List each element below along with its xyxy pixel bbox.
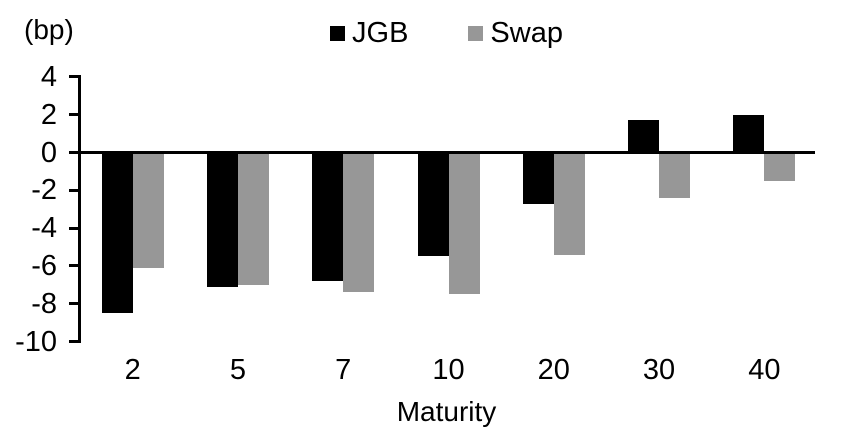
bar-jgb-7 xyxy=(312,152,344,282)
y-tick-label: -2 xyxy=(31,174,57,207)
y-tick-label: 2 xyxy=(40,98,57,131)
y-tick-mark xyxy=(69,188,78,192)
x-tick-label-30: 30 xyxy=(642,354,676,386)
bar-jgb-20 xyxy=(522,152,554,204)
x-tick-label-2: 2 xyxy=(124,354,141,386)
y-tick-label: -6 xyxy=(31,249,57,282)
bar-swap-5 xyxy=(237,152,269,285)
bar-swap-10 xyxy=(448,152,480,295)
legend-item-jgb: JGB xyxy=(330,17,408,49)
legend-marker-swap-icon xyxy=(468,25,484,41)
y-tick-mark xyxy=(69,340,78,343)
y-tick-label: 4 xyxy=(40,60,57,93)
y-tick-mark xyxy=(69,302,78,306)
x-tick-label-5: 5 xyxy=(229,354,246,386)
bar-swap-40 xyxy=(764,152,796,181)
bar-swap-7 xyxy=(343,152,375,293)
legend-item-swap: Swap xyxy=(468,17,563,49)
bar-swap-20 xyxy=(553,152,585,255)
legend-label-jgb: JGB xyxy=(352,17,409,49)
legend-label-swap: Swap xyxy=(490,17,563,49)
x-axis-title: Maturity xyxy=(396,396,497,427)
y-axis-line xyxy=(78,75,81,343)
y-tick-mark xyxy=(69,75,78,79)
bar-swap-30 xyxy=(659,152,691,198)
bar-jgb-30 xyxy=(628,120,660,153)
y-tick-mark xyxy=(69,113,78,117)
y-tick-mark xyxy=(69,226,78,230)
bar-jgb-40 xyxy=(733,114,765,153)
y-tick-mark xyxy=(69,151,78,154)
y-tick-label: 0 xyxy=(40,136,57,169)
bar-jgb-2 xyxy=(101,152,133,314)
y-tick-mark xyxy=(69,264,78,268)
bar-jgb-5 xyxy=(206,152,238,287)
y-tick-label: -8 xyxy=(31,287,57,320)
y-tick-label: -4 xyxy=(31,212,57,245)
x-tick-label-10: 10 xyxy=(432,354,465,386)
x-axis-zero-line xyxy=(78,151,815,154)
y-tick-label: -10 xyxy=(15,325,57,358)
x-tick-label-20: 20 xyxy=(537,354,570,386)
x-tick-label-40: 40 xyxy=(748,354,781,386)
bar-jgb-10 xyxy=(417,152,449,257)
legend: JGB Swap xyxy=(78,17,815,49)
bar-swap-2 xyxy=(132,152,164,268)
x-tick-label-7: 7 xyxy=(335,354,352,386)
legend-marker-jgb-icon xyxy=(330,25,346,41)
y-axis-unit-label: (bp) xyxy=(24,14,74,45)
